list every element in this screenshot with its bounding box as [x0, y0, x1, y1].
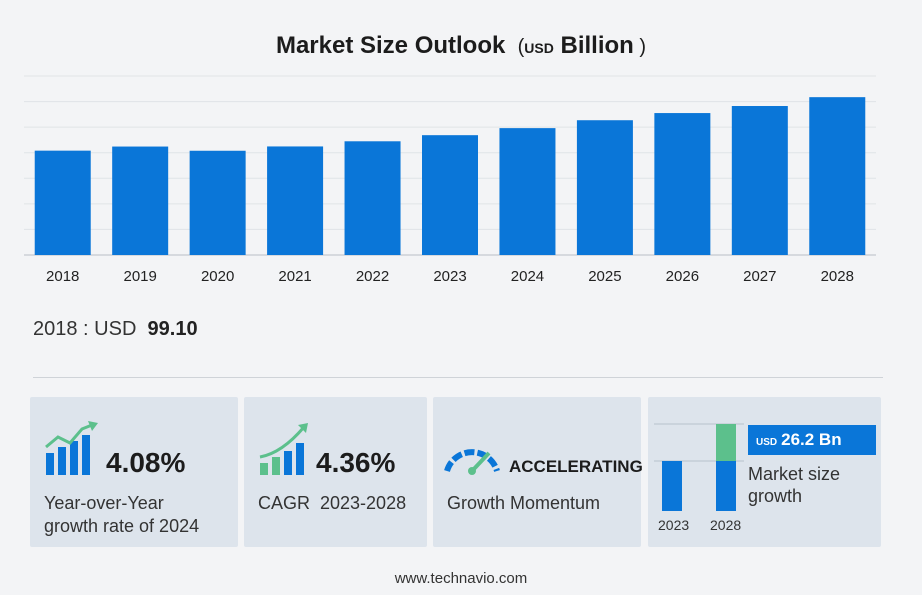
mini-bar-growth: [716, 424, 736, 461]
base-label: 2018 : USD: [33, 318, 137, 340]
growth-unit-prefix: USD: [756, 437, 778, 448]
x-tick-label-2026: 2026: [666, 268, 699, 285]
mini-bar-start: [662, 461, 682, 511]
x-tick-label-2027: 2027: [743, 268, 776, 285]
momentum-value: ACCELERATING: [509, 457, 643, 476]
mini-year-start: 2023: [658, 517, 690, 533]
x-tick-label-2019: 2019: [123, 268, 156, 285]
mini-growth-chart: [654, 423, 744, 511]
yoy-line2: growth rate of 2024: [44, 516, 200, 536]
base-value: 99.10: [147, 318, 198, 340]
x-axis-labels: 2018 2019 2020 2021 2022 2023 2024 2025 2026 2027…: [46, 268, 854, 285]
bar-2020: [189, 150, 246, 255]
bar-2028: [809, 97, 866, 255]
chart-title: Market Size Outlook (USD Billion ): [275, 32, 647, 59]
yoy-description: Year-over-Year growth rate of 2024: [44, 492, 199, 538]
momentum-description: Growth Momentum: [447, 492, 600, 515]
mini-year-end: 2028: [710, 517, 742, 533]
x-tick-label-2028: 2028: [821, 268, 854, 285]
footer-url: www.technavio.com: [394, 570, 528, 587]
bar-2022: [344, 141, 401, 255]
cagr-card: 4.36% CAGR 2023-2028: [244, 397, 427, 547]
x-tick-label-2024: 2024: [511, 268, 544, 285]
growth-line1: Market size: [748, 464, 841, 484]
yoy-card: 4.08% Year-over-Year growth rate of 2024: [30, 397, 238, 547]
x-tick-label-2022: 2022: [356, 268, 389, 285]
bar-2023: [422, 135, 478, 255]
growth-line2: growth: [748, 486, 803, 506]
bar-2026: [654, 113, 711, 255]
bar-growth-icon: [44, 421, 102, 482]
yoy-value: 4.08%: [106, 447, 186, 478]
divider: [33, 377, 883, 378]
growth-description: Market size growth: [748, 463, 840, 507]
x-tick-label-2025: 2025: [588, 268, 621, 285]
title-text: Market Size Outlook: [275, 32, 506, 59]
cagr-value: 4.36%: [316, 447, 396, 478]
x-tick-label-2021: 2021: [278, 268, 311, 285]
growth-value-chip: USD 26.2 Bn: [748, 425, 876, 455]
bar-chart: 2018 2019 2020 2021 2022 2023 2024 2025 2026 2027…: [24, 75, 876, 285]
bar-2025: [576, 120, 633, 255]
bar-2027: [731, 106, 788, 255]
x-tick-label-2023: 2023: [433, 268, 466, 285]
growth-value: 26.2 Bn: [781, 430, 842, 449]
cagr-line1: CAGR 2023-2028: [258, 493, 407, 513]
momentum-line1: Growth Momentum: [447, 493, 601, 513]
bar-2024: [499, 128, 556, 255]
growth-card: 2023 2028 USD 26.2 Bn Market size growth: [648, 397, 881, 547]
yoy-line1: Year-over-Year: [44, 493, 164, 513]
title-unit: Billion: [560, 32, 634, 59]
base-year-value: 2018 : USD 99.10: [33, 318, 198, 341]
bar-2019: [112, 146, 169, 255]
x-tick-label-2020: 2020: [201, 268, 234, 285]
x-tick-label-2018: 2018: [46, 268, 79, 285]
speedometer-icon: [441, 437, 503, 482]
bar-2021: [267, 146, 324, 255]
mini-bar-end: [716, 461, 736, 511]
title-unit-prefix: USD: [524, 40, 554, 56]
cagr-chart-icon: [258, 421, 314, 482]
momentum-card: ACCELERATING Growth Momentum: [433, 397, 643, 547]
bars: [34, 97, 866, 255]
bar-2018: [34, 150, 91, 255]
cagr-description: CAGR 2023-2028: [258, 492, 406, 515]
